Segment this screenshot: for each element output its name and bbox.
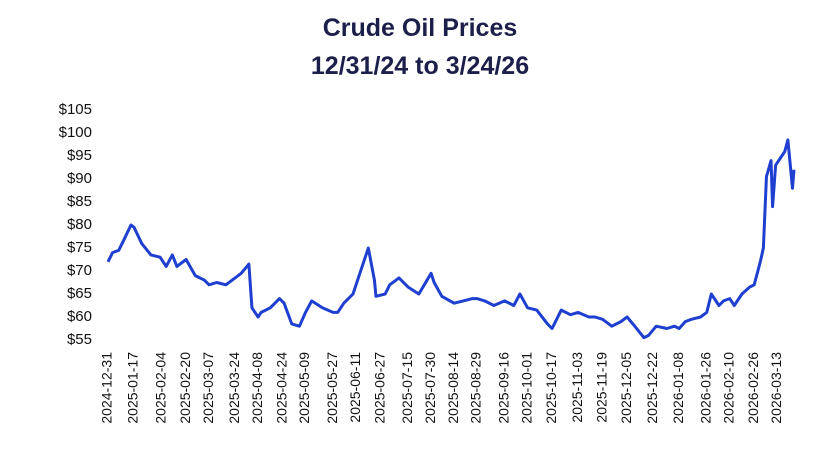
y-tick-label: $60 (67, 308, 92, 325)
y-tick-label: $65 (67, 285, 92, 302)
x-tick-label: 2026-02-10 (720, 352, 736, 424)
x-tick-label: 2025-06-11 (347, 352, 363, 423)
x-tick-label: 2025-02-04 (152, 352, 168, 424)
x-tick-label: 2025-05-09 (296, 352, 312, 424)
y-tick-label: $85 (67, 193, 92, 210)
chart-title: Crude Oil Prices (323, 14, 518, 42)
x-tick-label: 2025-08-14 (445, 352, 461, 424)
x-tick-label: 2025-03-24 (226, 352, 242, 424)
x-tick-label: 2025-04-24 (273, 352, 289, 424)
x-tick-label: 2025-03-07 (200, 352, 216, 424)
x-tick-label: 2025-01-17 (125, 352, 141, 424)
x-tick-label: 2025-09-16 (495, 352, 511, 424)
x-tick-label: 2025-11-03 (569, 352, 585, 423)
y-tick-label: $105 (59, 101, 92, 118)
x-tick-label: 2026-01-08 (670, 352, 686, 424)
x-tick-label: 2025-10-17 (543, 352, 559, 424)
x-tick-label: 2025-12-05 (618, 352, 634, 424)
y-tick-label: $90 (67, 170, 92, 187)
x-tick-label: 2025-07-15 (399, 352, 415, 424)
x-tick-label: 2025-04-08 (249, 352, 265, 424)
x-tick-label: 2026-03-13 (768, 352, 784, 424)
x-tick-label: 2025-02-20 (177, 352, 193, 424)
x-tick-label: 2025-10-01 (518, 352, 534, 424)
y-tick-label: $100 (59, 124, 92, 141)
x-tick-label: 2024-12-31 (99, 352, 115, 424)
y-tick-label: $95 (67, 147, 92, 164)
x-tick-label: 2025-06-27 (371, 352, 387, 424)
x-tick-label: 2025-12-22 (644, 352, 660, 424)
x-tick-label: 2025-08-29 (468, 352, 484, 424)
x-tick-label: 2025-05-27 (324, 352, 340, 424)
x-tick-label: 2025-11-19 (593, 352, 609, 423)
price-line (106, 138, 796, 340)
y-tick-label: $80 (67, 216, 92, 233)
x-tick-label: 2026-01-26 (697, 352, 713, 424)
y-tick-label: $75 (67, 239, 92, 256)
x-tick-label: 2025-07-30 (422, 352, 438, 424)
y-tick-label: $55 (67, 331, 92, 348)
chart-subtitle: 12/31/24 to 3/24/26 (311, 52, 529, 80)
x-tick-label: 2026-02-26 (745, 352, 761, 424)
y-tick-label: $70 (67, 262, 92, 279)
